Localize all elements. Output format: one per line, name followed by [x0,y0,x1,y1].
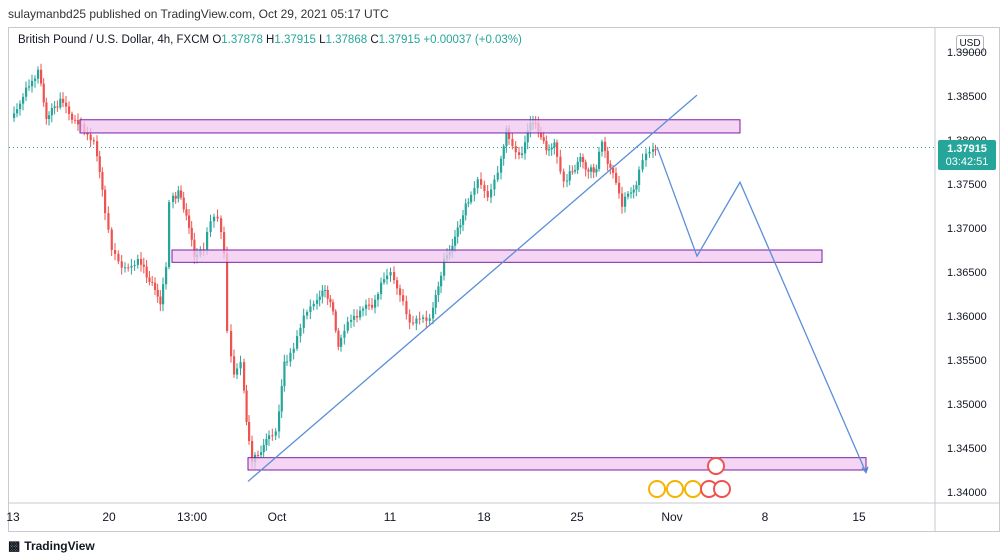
open-value: 1.37878 [221,34,263,46]
close-value: 1.37915 [378,34,421,46]
change-value: +0.00037 (+0.03%) [423,34,522,46]
close-label: C [370,34,379,46]
chart-frame [8,27,1000,532]
high-value: 1.37915 [274,34,316,46]
currency-button[interactable]: USD [956,35,984,53]
high-label: H [266,34,275,46]
publisher-text: sulaymanbd25 published on TradingView.co… [8,7,389,21]
tradingview-logo-icon: ▩ [8,538,21,553]
low-value: 1.37868 [325,34,368,46]
symbol-legend: British Pound / U.S. Dollar, 4h, FXCM O1… [18,34,522,46]
symbol-name: British Pound / U.S. Dollar, 4h, FXCM [18,34,210,46]
footer-brand-text: TradingView [24,539,95,553]
low-label: L [319,34,326,46]
open-label: O [212,34,222,46]
footer-brand: ▩ TradingView [8,538,95,554]
